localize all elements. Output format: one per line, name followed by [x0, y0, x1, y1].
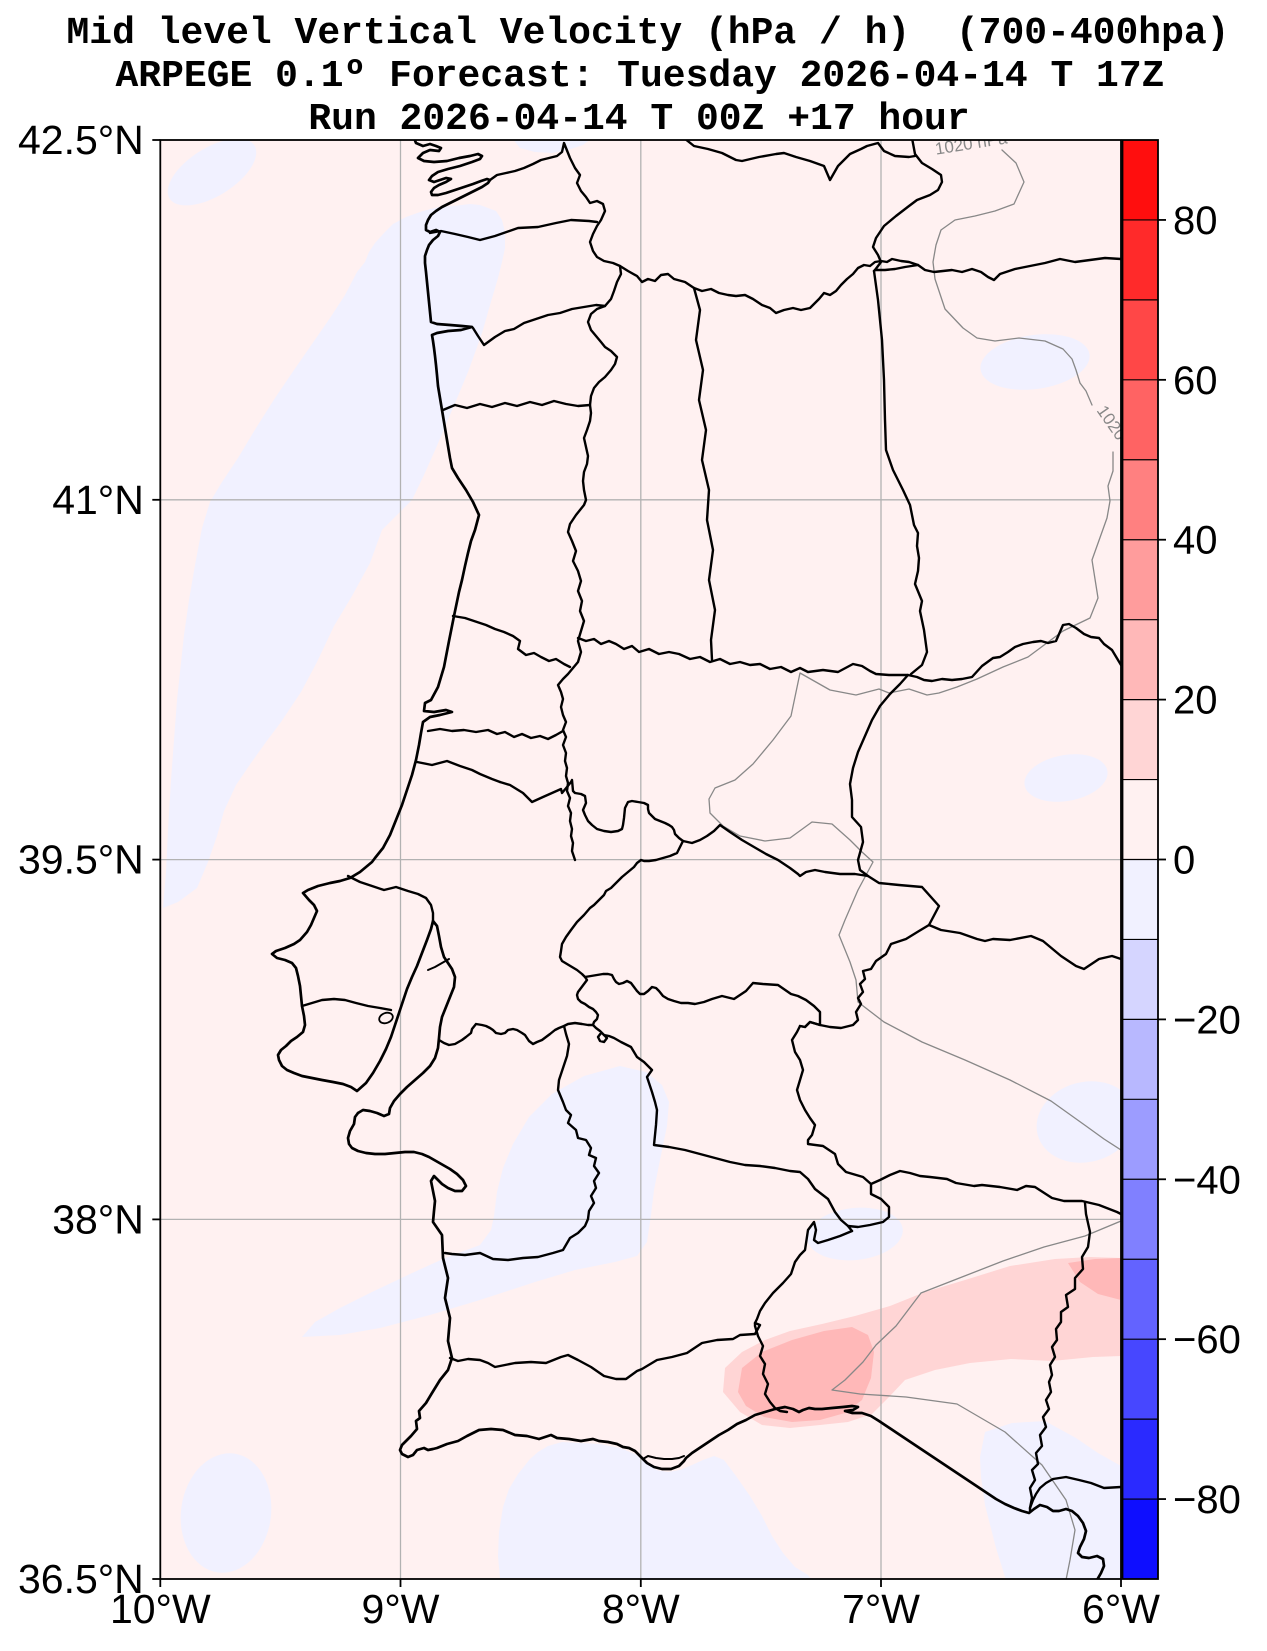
svg-text:10°W: 10°W [110, 1586, 211, 1632]
svg-text:38°N: 38°N [52, 1196, 144, 1242]
svg-text:60: 60 [1173, 359, 1218, 403]
svg-text:8°W: 8°W [602, 1586, 680, 1632]
svg-text:0: 0 [1173, 839, 1195, 883]
svg-text:Run 2026-04-14 T 00Z +17 hour: Run 2026-04-14 T 00Z +17 hour [308, 98, 969, 141]
svg-text:80: 80 [1173, 199, 1218, 243]
svg-text:40: 40 [1173, 519, 1218, 563]
svg-text:42.5°N: 42.5°N [18, 117, 144, 163]
svg-text:Mid level Vertical Velocity (h: Mid level Vertical Velocity (hPa / h) (7… [67, 12, 1230, 55]
svg-text:−20: −20 [1173, 998, 1241, 1042]
svg-text:−60: −60 [1173, 1318, 1241, 1362]
svg-text:9°W: 9°W [362, 1586, 440, 1632]
svg-text:−80: −80 [1173, 1478, 1241, 1522]
svg-text:36.5°N: 36.5°N [18, 1556, 144, 1602]
svg-text:6°W: 6°W [1082, 1586, 1160, 1632]
svg-text:ARPEGE 0.1º Forecast: Tuesday: ARPEGE 0.1º Forecast: Tuesday 2026-04-14… [116, 55, 1165, 98]
svg-text:39.5°N: 39.5°N [18, 837, 144, 883]
svg-text:−40: −40 [1173, 1158, 1241, 1202]
svg-text:7°W: 7°W [842, 1586, 920, 1632]
svg-text:20: 20 [1173, 679, 1218, 723]
svg-text:41°N: 41°N [52, 477, 144, 523]
